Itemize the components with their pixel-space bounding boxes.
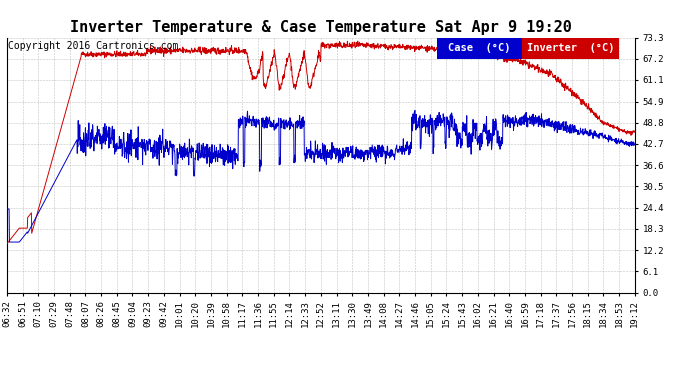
FancyBboxPatch shape	[437, 38, 522, 59]
FancyBboxPatch shape	[522, 38, 619, 59]
Text: Inverter  (°C): Inverter (°C)	[526, 44, 614, 53]
Text: Copyright 2016 Cartronics.com: Copyright 2016 Cartronics.com	[8, 41, 179, 51]
Title: Inverter Temperature & Case Temperature Sat Apr 9 19:20: Inverter Temperature & Case Temperature …	[70, 20, 572, 35]
Text: Case  (°C): Case (°C)	[448, 44, 511, 53]
